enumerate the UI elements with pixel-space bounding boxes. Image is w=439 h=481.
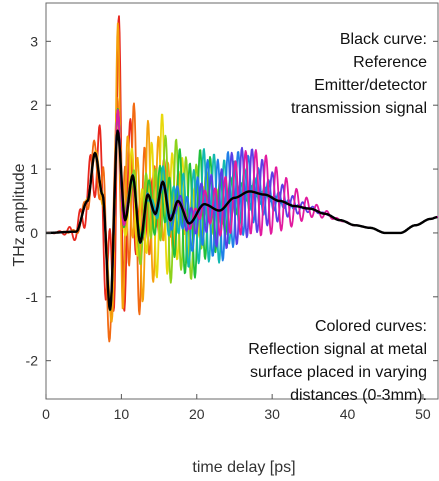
x-tick-label: 20 [189, 406, 205, 422]
y-tick-label: -1 [26, 289, 39, 305]
annotation-black-line-3: Emitter/detector [314, 77, 428, 94]
y-axis-label: THz amplitude [11, 163, 28, 266]
x-tick-label: 30 [264, 406, 280, 422]
annotation-black: Black curve: Reference Emitter/detector … [291, 31, 428, 117]
x-axis-label: time delay [ps] [192, 459, 295, 476]
annotation-colored: Colored curves: Reflection signal at met… [248, 318, 427, 404]
annotation-colored-line-1: Colored curves: [315, 318, 427, 335]
annotation-colored-line-4: distances (0-3mm). [290, 387, 427, 404]
x-tick-label: 50 [415, 406, 431, 422]
x-tick-label: 40 [340, 406, 356, 422]
annotation-colored-line-3: surface placed in varying [250, 364, 427, 381]
annotation-black-line-4: transmission signal [291, 100, 427, 117]
y-tick-label: 0 [30, 225, 38, 241]
x-tick-label: 10 [114, 406, 130, 422]
ticks-layer: 0 10 20 30 40 50 -2 -1 0 1 2 3 [26, 33, 438, 422]
y-tick-label: -2 [26, 353, 39, 369]
annotation-colored-line-2: Reflection signal at metal [248, 341, 427, 358]
annotation-black-line-2: Reference [353, 54, 427, 71]
x-tick-label: 0 [42, 406, 50, 422]
y-tick-label: 1 [30, 161, 38, 177]
annotation-black-line-1: Black curve: [340, 31, 427, 48]
y-tick-label: 3 [30, 33, 38, 49]
series-layer [46, 15, 438, 343]
reference-curve [46, 129, 438, 311]
y-tick-label: 2 [30, 97, 38, 113]
